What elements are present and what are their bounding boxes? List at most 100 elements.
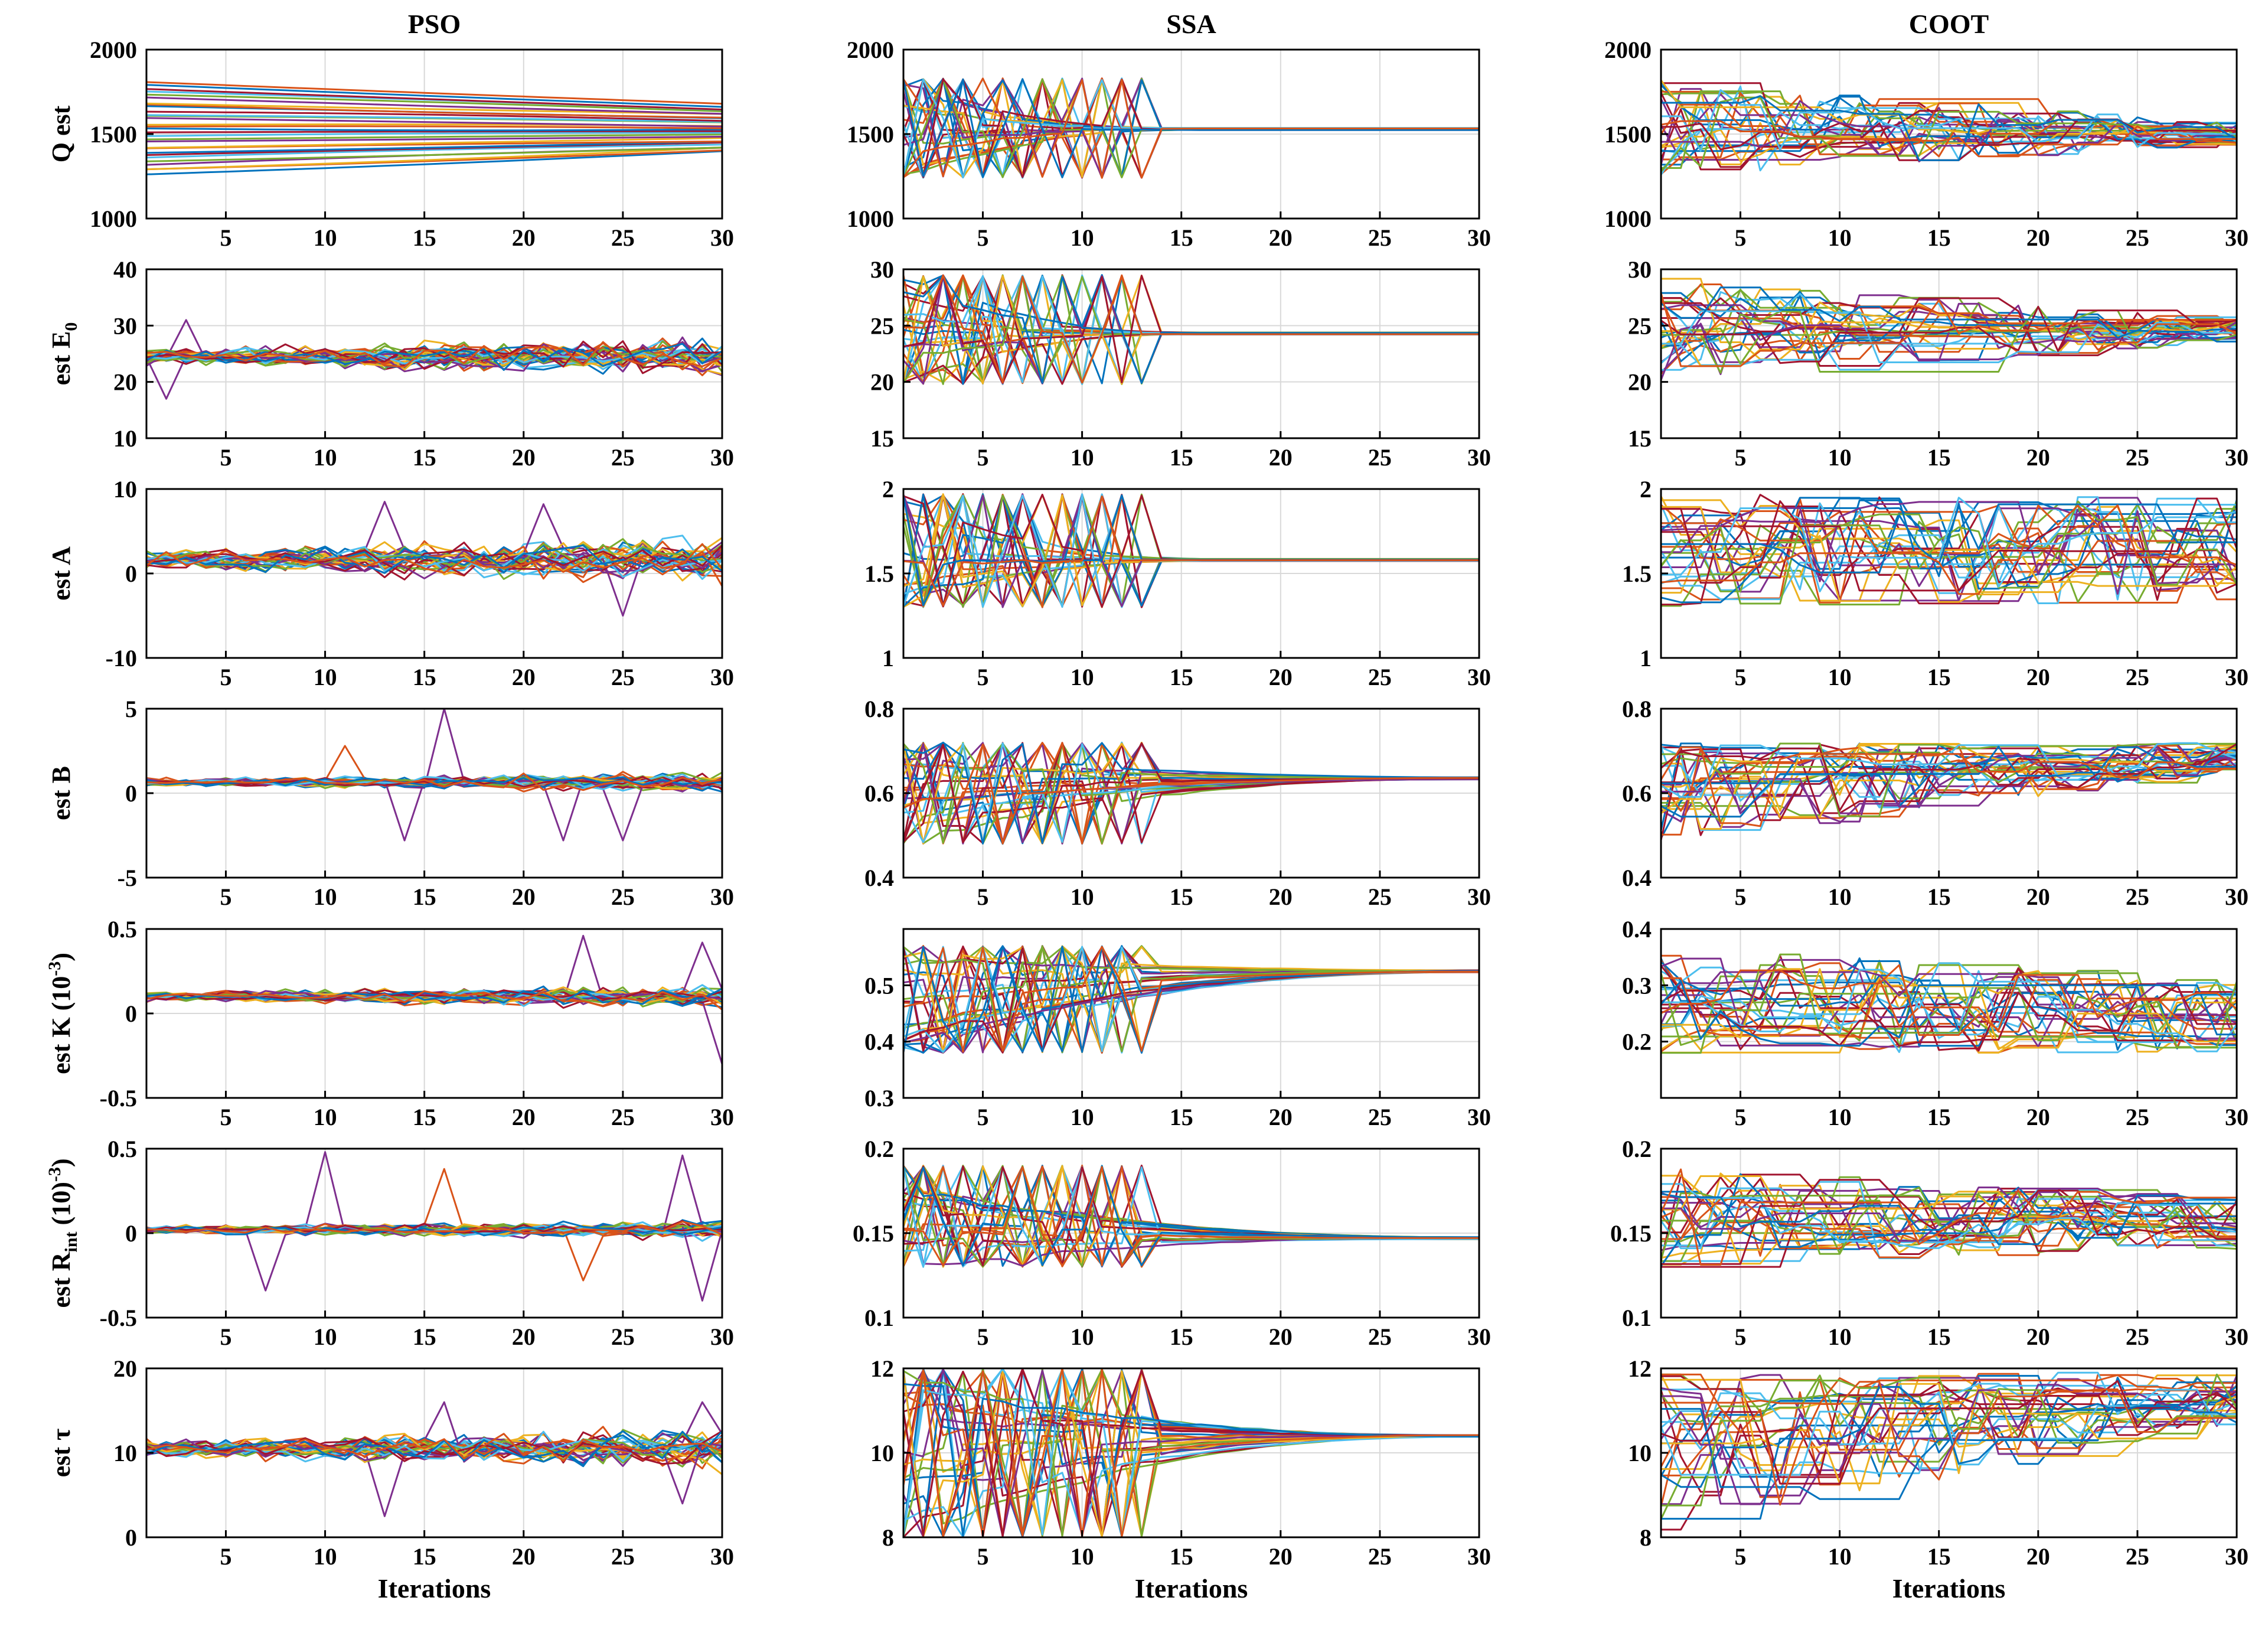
x-tick-label: 15 xyxy=(1927,1543,1951,1570)
panel-k-pso: 5 10 15 20 25 30 -0.5 0 0.5 xyxy=(100,916,734,1130)
series-line-12 xyxy=(1661,964,2237,1042)
series-line-19 xyxy=(1661,1373,2237,1435)
series-line-24 xyxy=(146,102,722,115)
x-tick-label: 25 xyxy=(611,444,635,471)
x-tick-label: 30 xyxy=(1467,1323,1491,1350)
series-line-21 xyxy=(1661,964,2237,1052)
y-tick-label: 0 xyxy=(125,1220,137,1247)
series-line-21 xyxy=(146,343,722,370)
y-tick-label: 1000 xyxy=(1604,206,1652,232)
x-tick-label: 10 xyxy=(1071,1323,1094,1350)
x-tick-label: 5 xyxy=(1734,1323,1746,1350)
y-tick-label: 0.15 xyxy=(853,1220,894,1247)
series-line-15 xyxy=(146,127,722,132)
y-tick-label: 0.4 xyxy=(1622,916,1652,943)
series-line-30 xyxy=(146,341,722,368)
series-line-27 xyxy=(1661,1183,2237,1249)
series-line-29 xyxy=(903,275,1479,384)
x-tick-label: 30 xyxy=(710,224,734,251)
y-tick-label: 0 xyxy=(125,1000,137,1027)
y-tick-label: 10 xyxy=(1628,1440,1652,1466)
y-tick-label: 0.8 xyxy=(1622,696,1652,722)
series-line-24 xyxy=(1661,319,2237,367)
series-line-15 xyxy=(1661,497,2237,590)
y-tick-label: 2000 xyxy=(1604,37,1652,63)
x-tick-label: 20 xyxy=(2026,884,2050,910)
series-line-21 xyxy=(1661,512,2237,606)
y-tick-label: 0.2 xyxy=(1622,1029,1652,1055)
x-tick-label: 15 xyxy=(1927,224,1951,251)
series-line-24 xyxy=(1661,1175,2237,1242)
y-tick-label: -5 xyxy=(118,865,137,891)
series-line-6 xyxy=(1661,1211,2237,1262)
y-axis-label-a: est A xyxy=(47,546,76,601)
x-tick-label: 20 xyxy=(1269,1323,1293,1350)
y-axis-label-tau: est τ xyxy=(47,1429,76,1478)
series-line-12 xyxy=(146,133,722,141)
x-tick-label: 20 xyxy=(2026,1543,2050,1570)
series-line-30 xyxy=(1661,504,2237,595)
x-tick-label: 5 xyxy=(977,884,988,910)
x-tick-label: 5 xyxy=(220,1104,231,1130)
x-tick-label: 20 xyxy=(2026,664,2050,690)
series-line-29 xyxy=(1661,980,2237,1047)
x-tick-label: 5 xyxy=(977,1104,988,1130)
x-tick-label: 5 xyxy=(977,224,988,251)
x-tick-label: 30 xyxy=(1467,884,1491,910)
x-tick-label: 25 xyxy=(611,664,635,690)
y-tick-label: 0.8 xyxy=(864,696,894,722)
x-tick-label: 20 xyxy=(1269,664,1293,690)
x-tick-label: 30 xyxy=(1467,1543,1491,1570)
y-tick-label: 20 xyxy=(113,369,137,396)
series-line-30 xyxy=(903,79,1479,179)
x-tick-label: 10 xyxy=(1071,664,1094,690)
x-tick-label: 5 xyxy=(1734,1543,1746,1570)
x-tick-label: 20 xyxy=(512,1323,536,1350)
series-line-1 xyxy=(146,150,722,175)
series-line-20 xyxy=(146,114,722,123)
y-tick-label: 1500 xyxy=(1604,121,1652,148)
x-tick-label: 30 xyxy=(710,664,734,690)
series-line-28 xyxy=(146,1430,722,1465)
y-tick-label: 15 xyxy=(1628,425,1652,452)
series-line-30 xyxy=(903,946,1479,1053)
series-line-29 xyxy=(1661,1192,2237,1246)
series-line-5 xyxy=(146,146,722,162)
series-line-16 xyxy=(1661,92,2237,175)
x-tick-label: 20 xyxy=(2026,444,2050,471)
x-tick-label: 15 xyxy=(413,1323,436,1350)
series-line-17 xyxy=(903,1368,1479,1536)
x-tick-label: 20 xyxy=(512,444,536,471)
x-tick-label: 5 xyxy=(1734,444,1746,471)
series-line-30 xyxy=(1661,1168,2237,1266)
x-tick-label: 25 xyxy=(1368,224,1392,251)
series-line-27 xyxy=(1661,497,2237,592)
x-tick-label: 25 xyxy=(1368,1104,1392,1130)
x-tick-label: 30 xyxy=(2225,1543,2249,1570)
y-tick-label: 0.6 xyxy=(1622,780,1652,807)
y-tick-label: 2 xyxy=(882,476,894,503)
series-line-30 xyxy=(903,495,1479,607)
series-line-25 xyxy=(1661,501,2237,595)
x-tick-label: 15 xyxy=(1170,884,1193,910)
axes-box xyxy=(902,268,1480,439)
series-line-7 xyxy=(146,141,722,156)
y-tick-label: 12 xyxy=(870,1355,894,1382)
y-tick-label: 10 xyxy=(870,1440,894,1466)
axes-box xyxy=(1660,928,2238,1099)
series-line-18 xyxy=(1661,1188,2237,1250)
x-tick-label: 15 xyxy=(413,1104,436,1130)
y-tick-label: -0.5 xyxy=(100,1085,137,1111)
series-line-21 xyxy=(1661,1375,2237,1475)
series-line-25 xyxy=(146,96,722,115)
x-tick-label: 10 xyxy=(314,664,337,690)
y-tick-label: 15 xyxy=(870,425,894,452)
x-tick-label: 15 xyxy=(1170,1543,1193,1570)
series-line-30 xyxy=(146,772,722,791)
x-tick-label: 30 xyxy=(2225,1104,2249,1130)
column-title-coot: COOT xyxy=(1909,9,1989,39)
y-tick-label: 0.2 xyxy=(1622,1136,1652,1162)
series-line-30 xyxy=(903,1166,1479,1267)
series-line-20 xyxy=(1661,316,2237,366)
y-axis-label-rint: est Rint (10)-3) xyxy=(45,1158,81,1308)
